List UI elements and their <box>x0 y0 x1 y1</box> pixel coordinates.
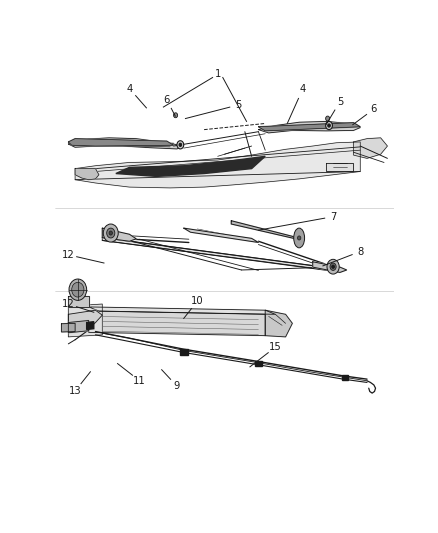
Text: 9: 9 <box>174 381 180 391</box>
Polygon shape <box>258 123 360 131</box>
Bar <box>342 375 348 381</box>
Bar <box>180 349 188 356</box>
Polygon shape <box>68 139 173 146</box>
Circle shape <box>109 231 113 235</box>
Polygon shape <box>75 168 99 180</box>
Polygon shape <box>88 311 265 336</box>
Circle shape <box>177 141 184 149</box>
Circle shape <box>325 116 330 121</box>
Circle shape <box>72 282 84 297</box>
Polygon shape <box>326 163 353 172</box>
Circle shape <box>325 122 332 130</box>
Polygon shape <box>88 307 276 314</box>
Polygon shape <box>184 228 258 243</box>
Text: 6: 6 <box>371 104 377 114</box>
Circle shape <box>328 124 330 127</box>
Circle shape <box>327 260 339 274</box>
Polygon shape <box>87 322 94 329</box>
Polygon shape <box>313 262 346 272</box>
Text: 5: 5 <box>235 100 241 110</box>
Circle shape <box>173 113 178 118</box>
Polygon shape <box>258 122 360 133</box>
Text: 15: 15 <box>269 342 282 352</box>
Polygon shape <box>353 138 387 158</box>
Text: 12: 12 <box>62 299 75 309</box>
Circle shape <box>330 263 336 270</box>
Polygon shape <box>265 310 293 337</box>
Polygon shape <box>116 156 265 176</box>
Text: 4: 4 <box>300 84 306 94</box>
Text: 4: 4 <box>126 84 133 94</box>
Circle shape <box>332 265 335 268</box>
Text: 10: 10 <box>191 296 204 306</box>
Text: 11: 11 <box>133 376 146 386</box>
Polygon shape <box>68 310 102 330</box>
Text: 12: 12 <box>62 250 75 260</box>
Circle shape <box>103 224 118 242</box>
Text: 6: 6 <box>163 95 170 104</box>
Circle shape <box>69 279 87 301</box>
Polygon shape <box>102 228 136 241</box>
Polygon shape <box>68 320 88 333</box>
Polygon shape <box>61 324 75 332</box>
Polygon shape <box>75 142 360 188</box>
Circle shape <box>179 143 182 147</box>
Ellipse shape <box>294 228 304 248</box>
Circle shape <box>297 236 301 240</box>
Text: 7: 7 <box>330 212 336 222</box>
Polygon shape <box>68 138 184 149</box>
Polygon shape <box>68 304 102 337</box>
Polygon shape <box>68 296 88 307</box>
Text: 8: 8 <box>357 247 364 256</box>
Text: 1: 1 <box>215 69 221 79</box>
Text: 5: 5 <box>337 96 343 107</box>
Polygon shape <box>231 221 299 240</box>
Text: 13: 13 <box>69 386 81 396</box>
Circle shape <box>107 228 115 238</box>
Polygon shape <box>102 238 336 271</box>
Bar <box>255 361 262 366</box>
